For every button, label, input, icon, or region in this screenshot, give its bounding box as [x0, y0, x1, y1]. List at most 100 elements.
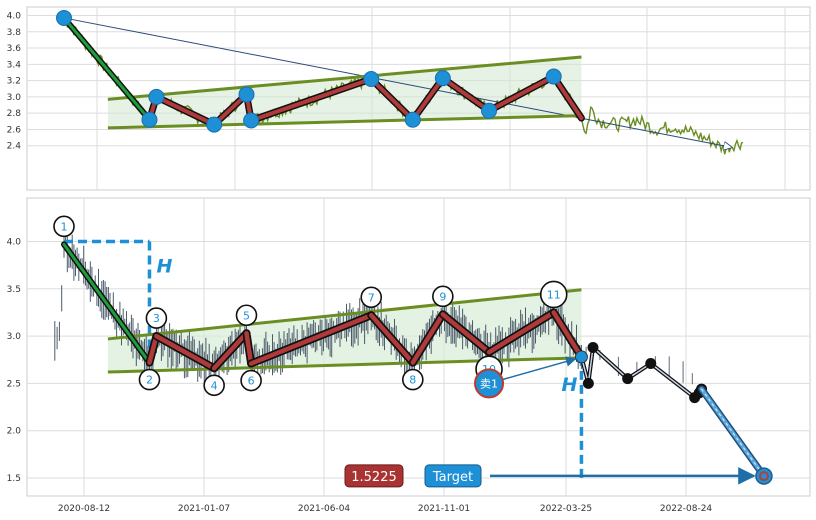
- pivot-label: 5: [243, 309, 250, 322]
- pattern-x-ticks: 2020-08-12 2021-01-07 2021-06-04 2021-11-01…: [58, 504, 713, 514]
- forecast-point: [582, 377, 594, 389]
- pivot-label: 8: [409, 374, 416, 387]
- overview-leg: [551, 74, 584, 121]
- target-point: [755, 467, 773, 485]
- pattern-y-tick-label: 3.5: [7, 285, 21, 295]
- overview-projection-arrow: [63, 17, 732, 147]
- overview-leg: [154, 94, 217, 127]
- pivot-label: 3: [153, 312, 160, 325]
- pattern-y-tick-label: 2.0: [7, 427, 22, 437]
- breakout-point: [574, 350, 588, 364]
- overview-upper-trendline: [107, 55, 582, 101]
- pivot-label: 1: [61, 220, 68, 233]
- overview-pivot-point: [243, 112, 260, 129]
- overview-lower-trendline: [107, 114, 582, 130]
- forecast-point: [587, 341, 599, 353]
- overview-pivot-point: [481, 102, 498, 119]
- pattern-panel: 1.52.02.53.03.54.0 2020-08-12 2021-01-07 2…: [7, 197, 811, 514]
- pattern-x-tick-label: 2021-11-01: [418, 504, 470, 514]
- pivot-label: 6: [248, 375, 255, 388]
- sell-badge-label: 卖1: [480, 377, 498, 390]
- pivot-marker: [145, 307, 168, 329]
- pattern-y-tick-label: 3.0: [7, 332, 22, 342]
- overview-y-tick-label: 2.8: [7, 109, 22, 119]
- overview-y-tick-label: 3.8: [7, 28, 22, 38]
- overview-grid: [27, 7, 810, 190]
- pattern-y-tick-label: 4.0: [7, 238, 22, 248]
- target-label: Target: [432, 470, 473, 485]
- overview-leg: [487, 74, 556, 113]
- target-value-box: [344, 464, 404, 488]
- pattern-x-tick-label: 2021-01-07: [178, 504, 230, 514]
- overview-pivot-point: [363, 70, 380, 87]
- overview-panel: 2.4 2.6 2.8 3.0 3.2 3.4 3.6 3.8 4.0: [7, 6, 811, 191]
- pivot-marker: [539, 280, 568, 309]
- pattern-y-tick-label: 2.5: [7, 379, 21, 389]
- overview-leg: [62, 16, 151, 122]
- pivot-label: 11: [547, 288, 561, 301]
- overview-channel: [107, 55, 582, 130]
- pattern-x-tick-label: 2022-03-25: [540, 504, 592, 514]
- overview-pivot-point: [206, 116, 223, 133]
- overview-legs: [61, 14, 585, 129]
- final-leg: [699, 387, 766, 479]
- pivot-marker: [203, 374, 225, 397]
- pivot-label: 9: [439, 290, 446, 303]
- pivot-label: 4: [211, 379, 218, 392]
- pattern-leg: [551, 310, 584, 360]
- measure-height-label: H: [156, 256, 172, 278]
- overview-pivot-point: [148, 88, 165, 105]
- pattern-leg: [410, 312, 446, 365]
- pivot-label: 2: [146, 374, 153, 387]
- sell-arrow: [502, 356, 577, 381]
- pattern-x-tick-label: 2022-08-24: [660, 504, 713, 514]
- overview-y-tick-label: 3.4: [7, 60, 22, 70]
- pattern-lower-trendline: [107, 356, 582, 374]
- pattern-measure: HH: [64, 239, 584, 478]
- pattern-leg: [211, 331, 249, 371]
- pivot-marker: [53, 215, 75, 238]
- overview-pivot-point: [434, 70, 451, 87]
- overview-pivot-point: [238, 86, 255, 103]
- pivot-marker: [235, 304, 258, 327]
- overview-pivot-point: [141, 111, 158, 128]
- target-point-ring: [758, 471, 769, 482]
- pattern-leg: [368, 313, 416, 365]
- pattern-forecast: [574, 341, 768, 480]
- pattern-leg: [62, 242, 151, 365]
- overview-y-tick-label: 2.6: [7, 125, 22, 135]
- pattern-leg: [440, 312, 492, 355]
- pattern-leg: [147, 333, 159, 365]
- pivot-marker: [138, 368, 161, 391]
- overview-y-tick-label: 4.0: [7, 12, 22, 22]
- pattern-x-tick-label: 2021-06-04: [298, 504, 351, 514]
- pattern-upper-trendline: [107, 288, 582, 341]
- overview-y-tick-label: 3.2: [7, 77, 21, 87]
- overview-y-tick-label: 2.4: [7, 142, 22, 152]
- overview-pivot-point: [404, 111, 421, 128]
- forecast-point: [645, 358, 657, 370]
- overview-pivot-point: [545, 68, 562, 85]
- measure-height-label-2: H: [561, 374, 577, 396]
- overview-leg: [440, 76, 492, 113]
- pivot-marker: [432, 285, 454, 308]
- overview-leg: [249, 76, 374, 123]
- pattern-channel: [107, 288, 582, 374]
- overview-leg: [410, 76, 445, 122]
- target-value-label: 1.5225: [351, 470, 397, 485]
- pattern-leg: [244, 331, 254, 366]
- overview-y-tick-label: 3.6: [7, 44, 22, 54]
- pattern-leg: [154, 333, 217, 371]
- pivot-label: 7: [368, 291, 375, 304]
- pattern-x-tick-label: 2020-08-12: [58, 504, 110, 514]
- overview-projection: [63, 17, 732, 147]
- pattern-y-tick-label: 1.5: [7, 474, 21, 484]
- target-box: [424, 464, 482, 488]
- pattern-y-ticks: 1.5 2.0 2.5 3.0 3.5 4.0: [7, 238, 22, 485]
- overview-leg: [369, 76, 415, 122]
- forecast-point: [622, 373, 634, 385]
- pattern-leg: [248, 313, 374, 366]
- sell-badge: [474, 368, 505, 399]
- pattern-legs: [61, 241, 586, 373]
